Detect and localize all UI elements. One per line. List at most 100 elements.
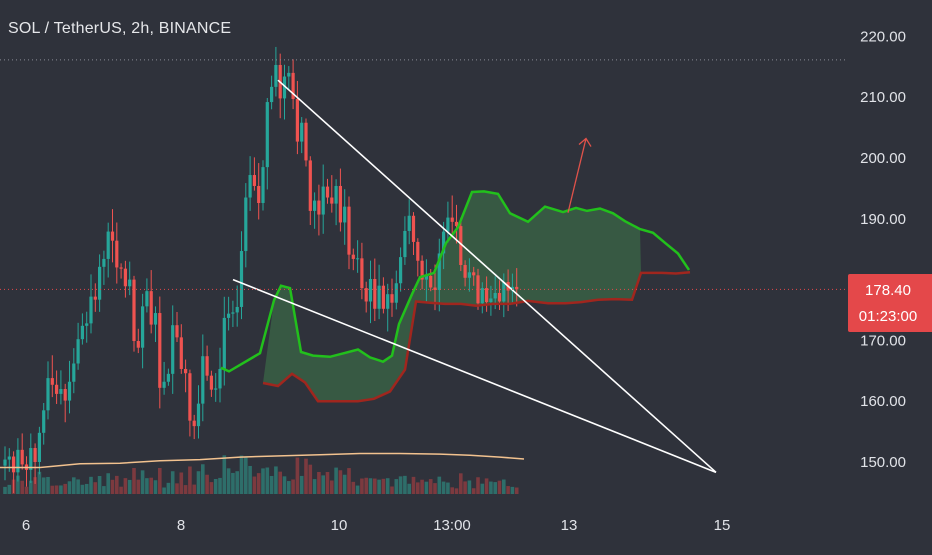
candle-body	[89, 296, 93, 324]
volume-bar	[209, 482, 214, 494]
candle-body	[166, 373, 170, 382]
candle-body	[16, 449, 20, 473]
volume-bar	[454, 488, 459, 494]
volume-bar	[162, 487, 166, 494]
volume-bar	[480, 483, 485, 494]
volume-bar	[188, 466, 192, 494]
last-price-value: 178.40	[865, 282, 911, 299]
volume-bar	[497, 480, 502, 494]
candle-body	[304, 122, 308, 161]
y-tick-label: 220.00	[860, 28, 906, 45]
volume-bars	[3, 455, 519, 494]
x-tick-label: 8	[177, 517, 185, 534]
candle-body	[300, 122, 304, 142]
candle-body	[244, 197, 248, 252]
volume-bar	[510, 486, 515, 494]
candle-body	[399, 257, 403, 284]
volume-bar	[158, 468, 162, 494]
candle-body	[136, 341, 140, 348]
candle-body	[153, 313, 158, 325]
candle-body	[394, 283, 398, 303]
volume-bar	[278, 471, 282, 494]
candle-body	[235, 306, 239, 313]
candle-body	[480, 288, 484, 304]
candle-body	[209, 375, 213, 390]
candle-body	[123, 268, 127, 287]
candle-body	[459, 226, 463, 266]
volume-bar	[41, 477, 46, 494]
candle-body	[347, 206, 351, 255]
volume-bar	[265, 467, 270, 494]
volume-bar	[175, 483, 179, 494]
volume-bar	[252, 476, 257, 494]
candle-body	[502, 282, 506, 302]
volume-bar	[411, 476, 416, 494]
volume-bar	[72, 477, 76, 494]
x-tick-label: 6	[22, 517, 30, 534]
volume-bar	[222, 455, 227, 494]
volume-bar	[321, 475, 325, 494]
candle-body	[282, 76, 287, 99]
volume-bar	[239, 455, 244, 494]
candle-body	[20, 449, 24, 465]
candle-body	[175, 325, 179, 338]
volume-bar	[170, 471, 175, 494]
candle-body	[231, 312, 235, 314]
candle-body	[222, 317, 226, 369]
volume-bar	[269, 475, 274, 494]
volume-bar	[213, 478, 218, 494]
candle-body	[149, 291, 153, 325]
volume-bar	[205, 474, 209, 494]
volume-bar	[364, 477, 368, 494]
volume-bar	[360, 478, 364, 494]
candle-body	[141, 306, 145, 348]
volume-bar	[403, 475, 407, 494]
x-tick-label: 10	[331, 517, 348, 534]
candle-body	[403, 230, 407, 258]
indicator-lines	[0, 190, 691, 469]
forecast-arrow	[567, 138, 587, 213]
candle-body	[446, 217, 450, 232]
candle-body	[437, 253, 441, 290]
candle-body	[239, 251, 244, 307]
volume-bar	[299, 475, 304, 494]
volume-bar	[287, 481, 291, 494]
candle-body	[429, 275, 433, 288]
candle-body	[265, 102, 269, 168]
candle-body	[411, 215, 416, 242]
volume-bar	[489, 481, 493, 494]
x-tick-label: 13	[561, 517, 578, 534]
volume-bar	[282, 476, 287, 494]
candle-body	[7, 456, 11, 460]
volume-bar	[441, 481, 446, 494]
candle-body	[12, 456, 16, 473]
volume-bar	[20, 480, 24, 494]
volume-bar	[514, 487, 519, 494]
candle-body	[510, 286, 514, 291]
volume-bar	[368, 478, 373, 494]
candle-body	[119, 267, 123, 269]
candle-body	[291, 72, 295, 100]
volume-bar	[304, 458, 308, 494]
volume-bar	[377, 479, 381, 494]
volume-bar	[256, 473, 261, 494]
volume-bar	[416, 482, 420, 494]
x-tick-label: 15	[714, 517, 731, 534]
volume-bar	[226, 468, 231, 494]
candle-body	[476, 275, 480, 304]
volume-bar	[428, 479, 433, 494]
candle-body	[442, 231, 446, 254]
candle-body	[162, 381, 166, 388]
candle-body	[308, 160, 312, 211]
volume-bar	[140, 470, 145, 494]
drawings	[232, 79, 717, 474]
volume-bar	[308, 464, 313, 494]
candle-body	[356, 258, 360, 260]
volume-bar	[59, 485, 63, 494]
volume-bar	[235, 471, 239, 494]
candle-body	[50, 378, 54, 385]
volume-bar	[97, 476, 102, 494]
candle-body	[227, 313, 231, 318]
